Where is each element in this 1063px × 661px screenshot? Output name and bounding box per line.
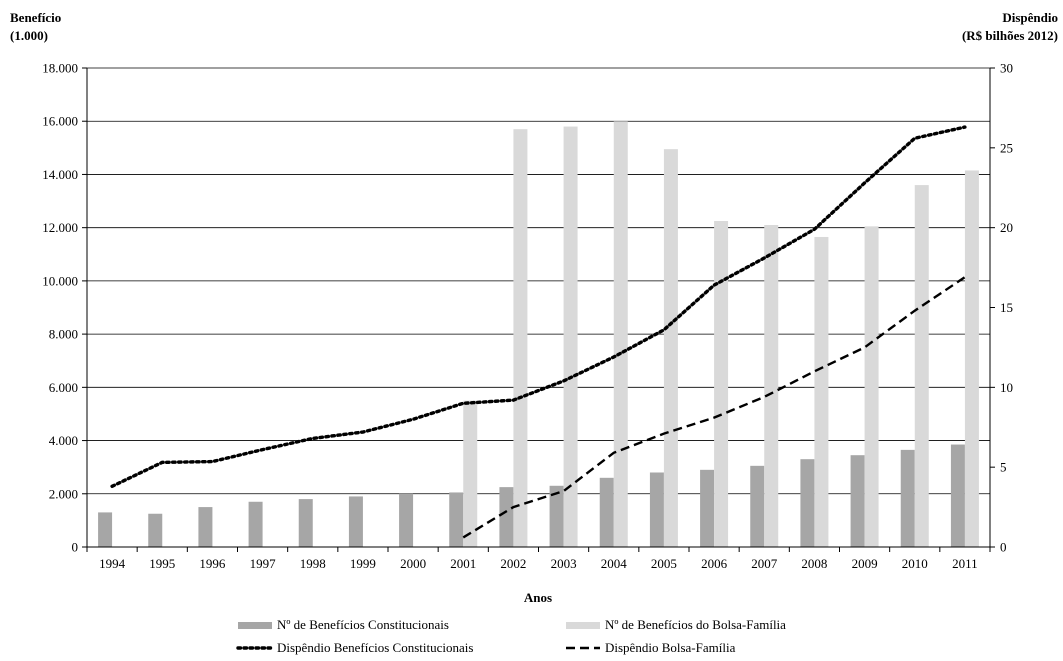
bar-bolsa-familia [964,170,979,548]
line-dispendio-constitucionais [110,125,967,489]
bar-beneficios-constitucionais [649,472,664,547]
legend-swatch [566,622,600,629]
legend-label: Nº de Benefícios do Bolsa-Família [605,617,786,632]
legend: Nº de Benefícios Constitucionais Nº de Be… [236,617,786,655]
left-tick-label: 0 [72,540,79,555]
left-tick-label: 2.000 [49,486,78,501]
left-tick-label: 10.000 [42,273,78,288]
bar-beneficios-constitucionais [449,492,464,547]
x-tick-label: 2002 [500,556,526,571]
bar-beneficios-constitucionais [298,499,313,547]
bar-beneficios-constitucionais [850,455,865,547]
bar-beneficios-constitucionais [599,477,614,547]
x-tick-label: 2008 [801,556,827,571]
x-tick-label: 2004 [601,556,628,571]
right-tick-label: 30 [1000,61,1013,76]
legend-swatch [238,622,272,629]
left-axis-title-line2: (1.000) [10,28,48,43]
right-axis-title-line2: (R$ bilhões 2012) [962,28,1058,43]
x-tick-label: 1995 [149,556,175,571]
legend-label: Nº de Benefícios Constitucionais [277,617,449,632]
line-dispendio-bolsa-familia [462,276,966,539]
bar-bolsa-familia [714,221,729,547]
right-tick-label: 15 [1000,300,1013,315]
x-tick-label: 1994 [99,556,126,571]
bar-beneficios-constitucionais [198,507,213,547]
bar-beneficios-constitucionais [98,512,113,547]
lines-group [110,125,967,539]
bar-bolsa-familia [864,226,879,547]
bar-beneficios-constitucionais [950,444,965,547]
right-tick-label: 10 [1000,380,1013,395]
bar-bolsa-familia [513,129,528,547]
x-axis-title: Anos [524,590,552,605]
right-axis-title-line1: Dispêndio [1002,10,1058,25]
left-tick-label: 16.000 [42,114,78,129]
x-tick-label: 2005 [651,556,677,571]
x-tick-label: 2010 [902,556,928,571]
bar-beneficios-constitucionais [800,459,815,547]
x-tick-label: 2001 [450,556,476,571]
bar-beneficios-constitucionais [148,513,163,547]
x-tick-label: 1999 [350,556,376,571]
bar-beneficios-constitucionais [248,501,263,547]
bar-beneficios-constitucionais [750,465,765,547]
legend-label: Dispêndio Benefícios Constitucionais [277,640,473,655]
right-tick-label: 0 [1000,540,1007,555]
gridlines [87,67,990,495]
bar-beneficios-constitucionais [549,485,564,547]
axes-group [82,67,995,552]
bar-bolsa-familia [613,121,628,547]
bar-beneficios-constitucionais [499,487,514,547]
right-tick-label: 5 [1000,460,1007,475]
left-axis-title-line1: Benefício [10,10,61,25]
left-tick-label: 6.000 [49,380,78,395]
x-tick-label: 2007 [751,556,778,571]
bar-bolsa-familia [563,126,578,548]
bar-beneficios-constitucionais [700,469,715,547]
bar-beneficios-constitucionais [399,493,414,547]
bars-group [98,121,979,548]
left-tick-label: 12.000 [42,220,78,235]
right-tick-label: 25 [1000,140,1013,155]
x-tick-label: 1998 [300,556,326,571]
right-tick-label: 20 [1000,220,1013,235]
bar-bolsa-familia [463,400,478,547]
bar-bolsa-familia [914,185,929,548]
bar-beneficios-constitucionais [348,496,363,547]
x-tick-label: 1996 [199,556,226,571]
x-tick-label: 2000 [400,556,426,571]
bar-bolsa-familia [814,236,829,547]
x-tick-label: 2003 [551,556,577,571]
x-tick-label: 1997 [250,556,277,571]
bar-beneficios-constitucionais [900,449,915,547]
x-tick-label: 2009 [852,556,878,571]
x-tick-label: 2011 [952,556,978,571]
left-tick-label: 18.000 [42,61,78,76]
left-tick-label: 4.000 [49,433,78,448]
left-tick-label: 14.000 [42,167,78,182]
left-tick-label: 8.000 [49,327,78,342]
tick-labels: 0 2.000 4.000 6.000 8.000 10.000 12.000 14.000 1… [42,61,1013,572]
legend-label: Dispêndio Bolsa-Família [605,640,736,655]
bar-bolsa-familia [663,149,678,548]
bar-bolsa-familia [764,225,779,547]
x-tick-label: 2006 [701,556,728,571]
